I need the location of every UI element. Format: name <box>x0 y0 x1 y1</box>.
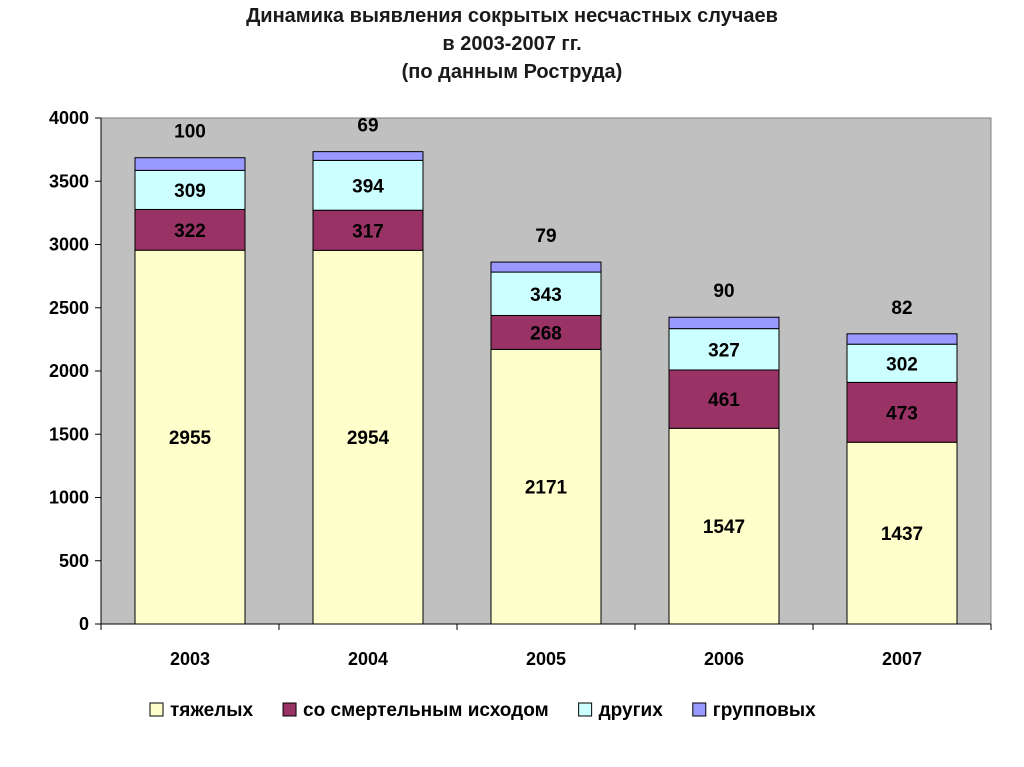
y-tick-label: 3500 <box>49 171 89 191</box>
y-tick-label: 0 <box>79 614 89 634</box>
y-tick-label: 4000 <box>49 108 89 128</box>
data-label: 322 <box>174 221 206 242</box>
bar-segment <box>668 427 780 625</box>
data-label: 473 <box>886 403 918 424</box>
data-label: 82 <box>891 298 912 319</box>
bar-segment <box>490 348 602 625</box>
bar-segment <box>846 381 958 443</box>
data-label: 343 <box>530 285 562 306</box>
data-label: 100 <box>174 122 206 143</box>
bar-segment <box>134 208 246 251</box>
data-label: 268 <box>530 323 562 344</box>
bar-segment <box>846 343 958 383</box>
chart-title-line-1: Динамика выявления сокрытых несчастных с… <box>246 5 778 27</box>
chart-title-line-3: (по данным Роструда) <box>401 61 623 83</box>
data-label: 394 <box>352 176 384 197</box>
y-tick-label: 1000 <box>49 488 89 508</box>
legend-item: тяжелых <box>149 700 253 721</box>
x-tick-label: 2006 <box>704 649 744 669</box>
bar-segment <box>312 151 424 161</box>
bar-segment <box>134 249 246 625</box>
legend-swatch <box>692 702 707 717</box>
bar-segment <box>312 249 424 625</box>
legend-label: других <box>599 700 664 721</box>
legend-label: со смертельным исходом <box>303 700 549 721</box>
legend-swatch <box>282 702 297 717</box>
data-label: 1547 <box>703 517 745 538</box>
data-label: 317 <box>352 221 384 242</box>
legend-item: групповых <box>692 700 816 721</box>
legend-label: тяжелых <box>170 700 253 721</box>
data-label: 90 <box>713 281 734 302</box>
data-label: 2955 <box>169 428 212 449</box>
data-label: 1437 <box>881 524 923 545</box>
legend-item: других <box>578 700 664 721</box>
bar-segment <box>312 209 424 251</box>
legend-swatch <box>149 702 164 717</box>
bars: 2955 322 309 100 2954 317 394 69 2171 268 343 79 154… <box>134 116 958 625</box>
data-label: 461 <box>708 390 740 411</box>
chart-title: Динамика выявления сокрытых несчастных с… <box>0 2 1024 86</box>
x-tick-label: 2007 <box>882 649 922 669</box>
chart-title-line-2: в 2003-2007 гг. <box>442 33 582 55</box>
y-tick-label: 2000 <box>49 361 89 381</box>
bar-segment <box>668 328 780 371</box>
data-label: 2954 <box>347 428 390 449</box>
y-tick-label: 3000 <box>49 235 89 255</box>
legend-label: групповых <box>713 700 816 721</box>
x-tick-label: 2005 <box>526 649 566 669</box>
bar-segment <box>846 333 958 345</box>
legend-swatch <box>578 702 593 717</box>
x-tick-label: 2004 <box>348 649 388 669</box>
data-label: 302 <box>886 354 918 375</box>
bar-segment <box>490 271 602 316</box>
x-tick-label: 2003 <box>170 649 210 669</box>
y-tick-label: 1500 <box>49 424 89 444</box>
data-label: 2171 <box>525 478 568 499</box>
legend-item: со смертельным исходом <box>282 700 549 721</box>
y-tick-label: 2500 <box>49 298 89 318</box>
bar-segment <box>490 261 602 273</box>
y-tick-label: 500 <box>59 551 89 571</box>
data-label: 327 <box>708 340 740 361</box>
data-label: 69 <box>357 116 378 137</box>
data-label: 79 <box>535 226 556 247</box>
bar-segment <box>134 157 246 171</box>
legend: тяжелых со смертельным исходом других групп… <box>149 700 816 721</box>
axes: 0 500 1000 1500 2000 2500 3000 3500 4000 2003 2004… <box>49 108 992 669</box>
bar-segment <box>312 159 424 211</box>
data-label: 309 <box>174 181 206 202</box>
bar-segment <box>846 441 958 625</box>
bar-segment <box>668 316 780 330</box>
